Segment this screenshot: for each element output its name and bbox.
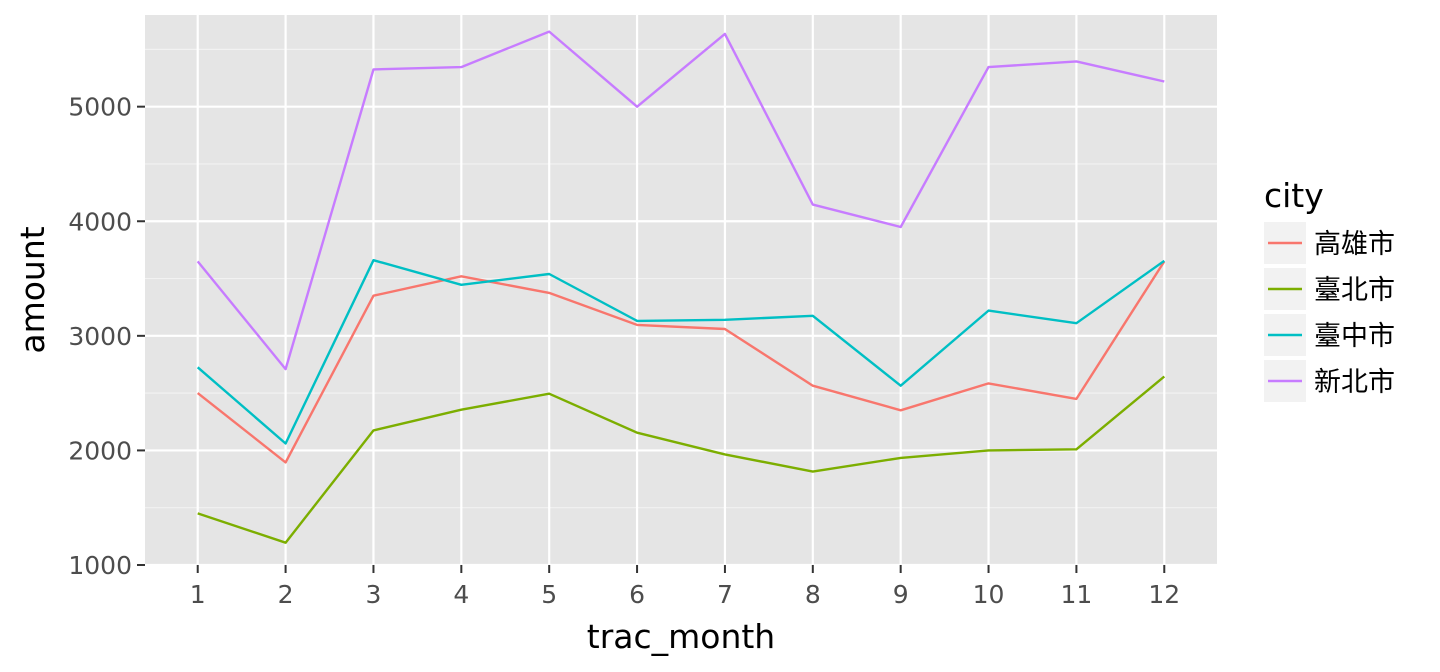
y-tick-label: 4000 <box>68 207 132 236</box>
legend-label: 臺中市 <box>1314 321 1395 352</box>
y-tick-label: 3000 <box>68 322 132 351</box>
x-tick-label: 11 <box>1061 580 1093 609</box>
series-line <box>196 260 1166 464</box>
y-tick-label: 1000 <box>68 551 132 580</box>
x-tick-label: 7 <box>717 580 733 609</box>
x-tick-label: 5 <box>541 580 557 609</box>
panel-background <box>145 15 1217 565</box>
x-tick-label: 6 <box>629 580 645 609</box>
major-gridlines <box>145 15 1217 567</box>
legend-label: 高雄市 <box>1314 229 1395 260</box>
y-axis: 1000 2000 3000 4000 5000 <box>68 93 145 580</box>
x-axis: 1 2 3 4 5 6 7 8 9 10 11 12 <box>190 565 1180 609</box>
y-tick-label: 2000 <box>68 436 132 465</box>
x-axis-title: trac_month <box>587 617 775 656</box>
x-tick-label: 10 <box>973 580 1005 609</box>
legend-label: 新北市 <box>1314 367 1395 398</box>
series-line <box>197 375 1166 544</box>
x-tick-label: 4 <box>453 580 469 609</box>
x-tick-label: 12 <box>1148 580 1180 609</box>
series-lines <box>196 30 1166 544</box>
x-tick-label: 9 <box>893 580 909 609</box>
x-tick-label: 2 <box>278 580 294 609</box>
legend-label: 臺北市 <box>1314 275 1395 306</box>
series-line <box>196 30 1165 371</box>
x-tick-label: 1 <box>190 580 206 609</box>
x-tick-label: 8 <box>805 580 821 609</box>
x-tick-label: 3 <box>366 580 382 609</box>
y-axis-title: amount <box>13 226 52 353</box>
legend-title: city <box>1264 176 1324 215</box>
series-line <box>196 259 1165 445</box>
y-tick-label: 5000 <box>68 93 132 122</box>
